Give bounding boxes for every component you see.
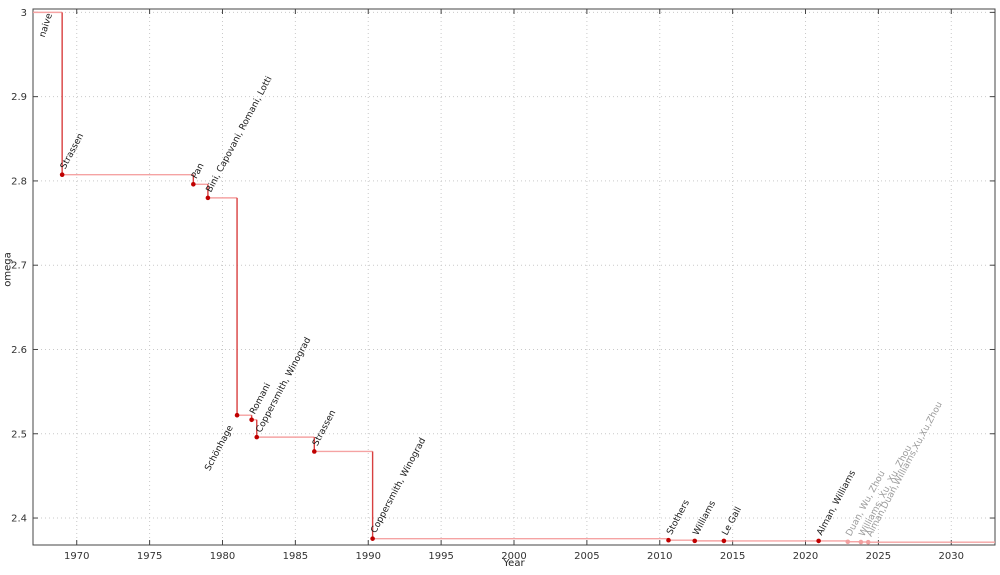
point-label: Williams [692,499,719,537]
data-point [254,434,260,440]
data-point [666,537,671,543]
y-tick-label: 2.7 [11,261,27,272]
data-point [249,417,254,423]
x-tick-label: 2010 [647,551,672,562]
x-tick-label: 2005 [574,551,599,562]
x-tick-label: 1975 [137,551,162,562]
y-tick-label: 2.8 [11,176,27,187]
data-point [816,538,821,544]
x-tick-label: 1985 [283,551,308,562]
data-point [59,172,65,177]
x-tick-label: 2015 [720,551,745,562]
point-label: Stothers [665,498,692,536]
point-label: Coppersmith, Winograd [369,436,428,535]
x-tick-label: 1990 [356,551,381,562]
x-tick-label: 2000 [501,551,526,562]
data-point [191,181,196,187]
data-point [721,538,727,544]
data-point [312,449,317,454]
point-label: Bini, Capovani, Romani, Lotti [205,75,275,194]
point-label: Le Gall [721,505,744,537]
y-tick-label: 3 [21,8,27,19]
x-tick-label: 2020 [793,551,818,562]
data-point [858,539,864,545]
point-label: Alman,Duan,Williams,Xu,Xu,Zhou [865,400,945,538]
y-axis-title: omega [2,252,14,287]
x-tick-label: 1995 [428,551,453,562]
y-tick-label: 2.5 [11,429,27,440]
point-label: Strassen [59,132,86,171]
y-tick-label: 2.4 [11,514,27,525]
x-tick-label: 2030 [939,551,964,562]
y-tick-label: 2.9 [11,92,27,103]
y-tick-label: 2.6 [11,345,27,356]
x-tick-label: 1980 [210,551,235,562]
data-point [845,539,851,545]
data-point [205,195,211,201]
data-point [865,539,871,545]
data-point [370,536,375,541]
data-point [234,412,240,418]
data-point [692,538,698,544]
x-axis-title: Year [503,558,525,569]
x-tick-label: 1970 [64,551,89,562]
point-label: naive [38,12,55,39]
point-label: Schönhage [203,424,236,473]
x-tick-label: 2025 [866,551,891,562]
point-label: Pan [190,162,206,181]
point-label: Strassen [311,409,338,448]
